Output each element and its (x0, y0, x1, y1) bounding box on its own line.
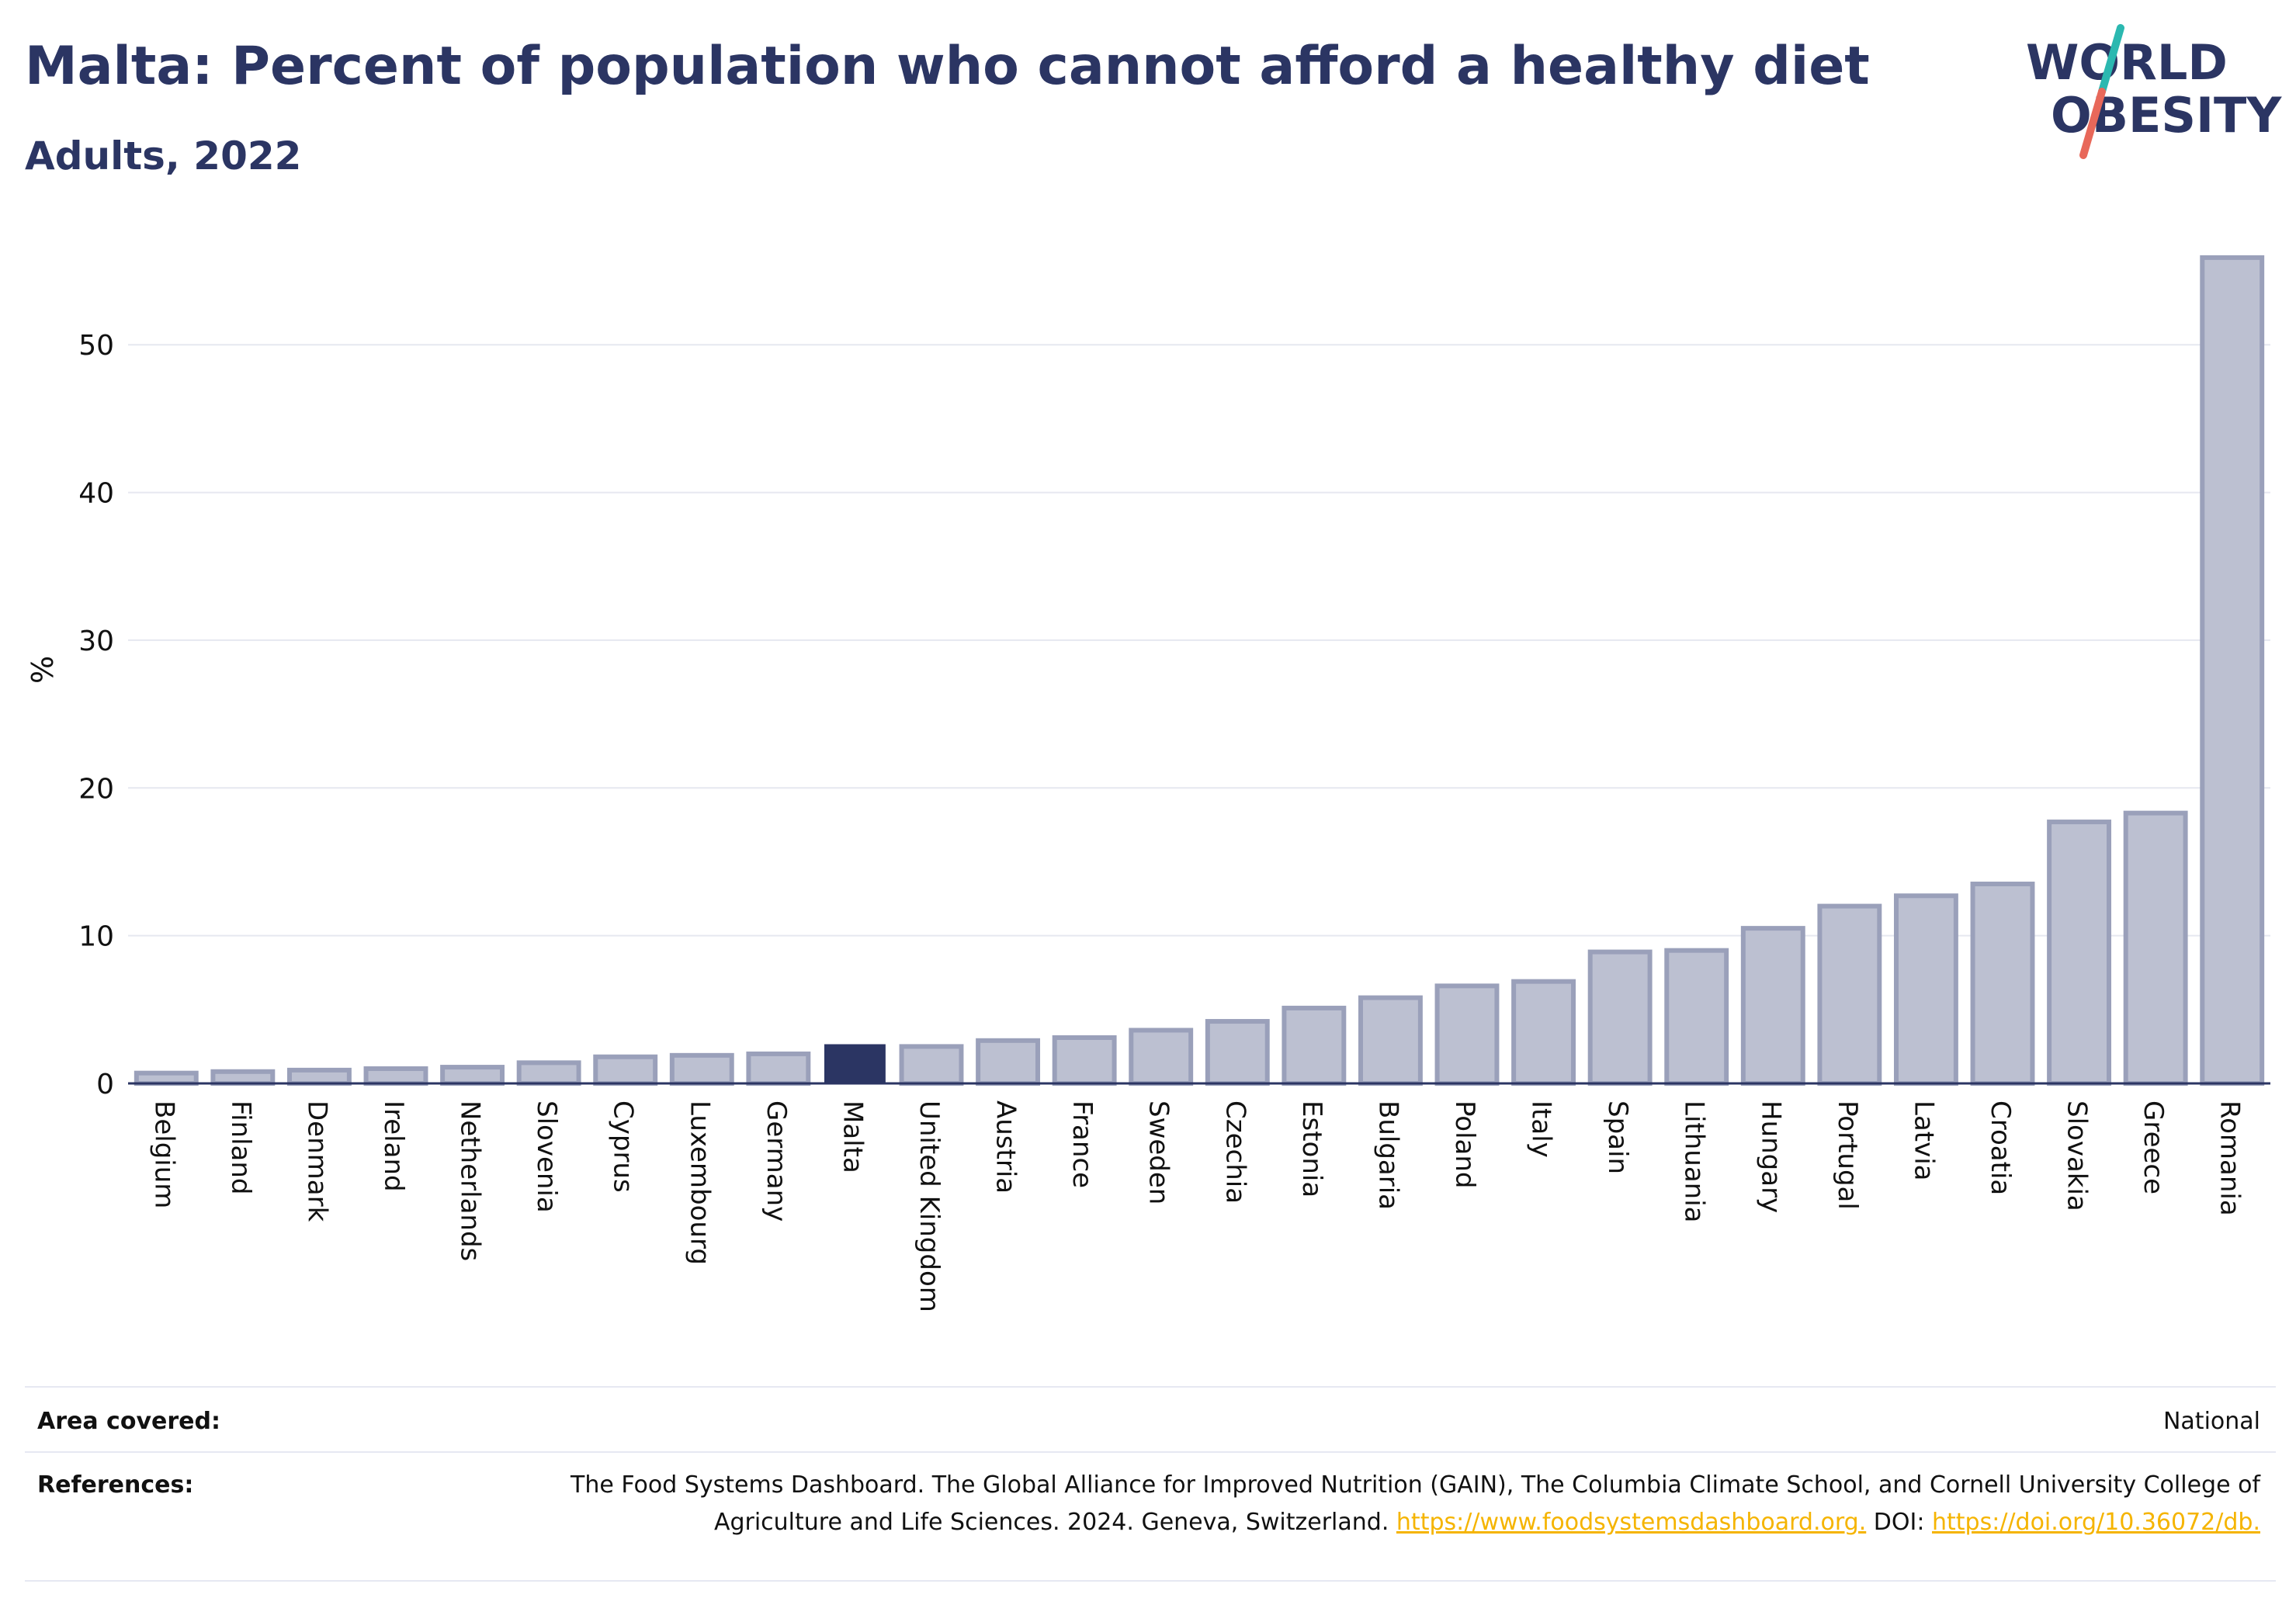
bar-cyprus (593, 1054, 658, 1087)
x-tick-label: Netherlands (455, 1100, 486, 1261)
x-tick-label: Latvia (1908, 1100, 1939, 1181)
bar-hungary (1740, 926, 1805, 1086)
area-covered-value: National (2162, 1408, 2260, 1435)
x-tick-label: Finland (225, 1100, 256, 1195)
bar-greece (2123, 810, 2188, 1087)
bar-spain (1587, 949, 1653, 1087)
bar-italy (1511, 979, 1576, 1086)
bar-bulgaria (1358, 995, 1423, 1087)
x-tick-label: Sweden (1143, 1100, 1174, 1204)
logo-line-world: WORLD (2026, 34, 2228, 91)
bar-lithuania (1664, 948, 1729, 1087)
bar-ireland (363, 1066, 428, 1086)
world-obesity-logo: WORLD OBESITY (2026, 24, 2282, 159)
x-tick-label: United Kingdom (914, 1100, 945, 1312)
bar-estonia (1282, 1005, 1347, 1086)
y-axis-label: % (26, 656, 60, 684)
bar-latvia (1893, 893, 1958, 1087)
bar-slovenia (516, 1060, 581, 1086)
x-tick-label: France (1066, 1100, 1098, 1188)
y-tick-label: 0 (96, 1069, 114, 1100)
references-label: References: (37, 1471, 194, 1499)
chart-subtitle: Adults, 2022 (25, 133, 302, 178)
x-tick-label: Slovakia (2062, 1100, 2093, 1211)
x-tick-label: Spain (1602, 1100, 1633, 1174)
y-tick-label: 50 (78, 330, 114, 362)
x-tick-label: Belgium (148, 1100, 179, 1208)
footer-divider-top (25, 1386, 2276, 1388)
x-tick-label: Bulgaria (1372, 1100, 1403, 1210)
bar-united-kingdom (899, 1044, 964, 1087)
references-link-dashboard[interactable]: https://www.foodsystemsdashboard.org. (1396, 1509, 1867, 1536)
bar-belgium (134, 1070, 199, 1087)
bar-finland (210, 1069, 276, 1087)
bar-malta (824, 1044, 886, 1085)
bar-poland (1434, 983, 1500, 1086)
y-tick-label: 40 (78, 478, 114, 510)
x-tick-label: Luxembourg (684, 1100, 715, 1265)
bar-chart: 0 10 20 30 40 50 Belgium Finland Denmark Ireland… (26, 255, 2270, 1312)
bar-netherlands (440, 1065, 505, 1086)
x-tick-label: Slovenia (531, 1100, 562, 1213)
references-link-doi[interactable]: https://doi.org/10.36072/db. (1932, 1509, 2260, 1536)
bar-slovakia (2047, 820, 2112, 1086)
y-tick-label: 10 (78, 921, 114, 953)
references-doi-label: DOI: (1873, 1509, 1925, 1536)
bar-germany (746, 1051, 811, 1087)
y-axis-ticks: 0 10 20 30 40 50 (78, 330, 114, 1100)
y-tick-label: 30 (78, 626, 114, 657)
bars (134, 255, 2265, 1087)
logo-slash-teal (2098, 24, 2124, 95)
area-covered-label: Area covered: (37, 1408, 220, 1435)
x-tick-label: Romania (2214, 1100, 2246, 1216)
x-tick-label: Malta (837, 1100, 868, 1173)
y-tick-label: 20 (78, 773, 114, 805)
x-tick-label: Italy (1526, 1100, 1557, 1158)
bar-sweden (1129, 1028, 1194, 1087)
footer-divider-middle (25, 1451, 2276, 1453)
x-tick-label: Cyprus (608, 1100, 639, 1193)
bar-romania (2200, 255, 2265, 1086)
bar-portugal (1817, 903, 1882, 1086)
x-tick-label: Hungary (1755, 1100, 1786, 1213)
x-tick-label: Estonia (1296, 1100, 1327, 1197)
x-tick-label: Poland (1449, 1100, 1480, 1189)
bar-austria (976, 1038, 1041, 1086)
logo-slash-red (2079, 88, 2106, 159)
footer-divider-bottom (25, 1580, 2276, 1582)
x-tick-label: Germany (761, 1100, 792, 1222)
x-tick-label: Austria (990, 1100, 1021, 1194)
x-tick-label: Denmark (301, 1100, 332, 1222)
bar-croatia (1970, 882, 2035, 1086)
bar-czechia (1205, 1019, 1270, 1087)
x-tick-label: Ireland (378, 1100, 409, 1192)
chart-title: Malta: Percent of population who cannot … (25, 36, 1870, 97)
x-axis-labels: Belgium Finland Denmark Ireland Netherlands S… (148, 1100, 2245, 1312)
bar-denmark (286, 1067, 352, 1086)
bar-france (1052, 1035, 1117, 1086)
x-tick-label: Lithuania (1679, 1100, 1710, 1222)
x-tick-label: Portugal (1832, 1100, 1863, 1210)
x-tick-label: Czechia (1219, 1100, 1250, 1204)
x-tick-label: Croatia (1985, 1100, 2016, 1195)
references-text: The Food Systems Dashboard. The Global A… (571, 1471, 2260, 1536)
bar-luxembourg (669, 1052, 734, 1087)
references-text-block: The Food Systems Dashboard. The Global A… (537, 1467, 2260, 1541)
grid-lines (128, 344, 2270, 937)
x-tick-label: Greece (2138, 1100, 2169, 1194)
